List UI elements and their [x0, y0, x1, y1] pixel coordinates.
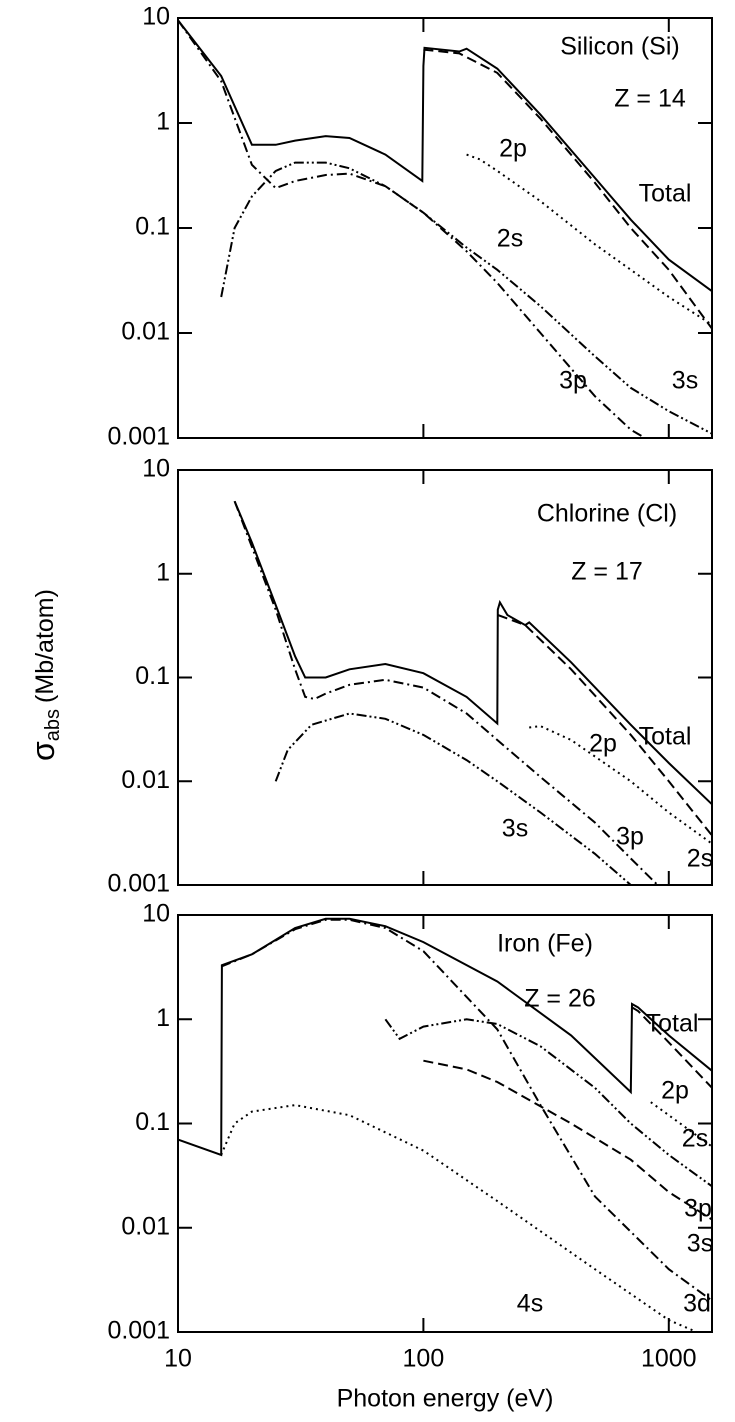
series-label: 2s — [687, 845, 713, 873]
series-label: 2s — [497, 225, 523, 253]
series-line — [233, 500, 713, 806]
series-label: 2p — [499, 135, 527, 163]
y-tick-label: 1 — [156, 1004, 170, 1032]
series-line — [529, 725, 713, 845]
series-label: 3s — [687, 1230, 713, 1258]
y-axis-label: σabs (Mb/atom) — [25, 589, 64, 761]
series-label: 3p — [684, 1195, 712, 1223]
panel-subtitle: Z = 26 — [524, 985, 596, 1013]
y-label-symbol: σ — [25, 741, 61, 761]
series-line — [220, 1104, 698, 1333]
y-label-subscript: abs — [42, 709, 64, 741]
series-label: Total — [639, 180, 692, 208]
series-line — [423, 48, 713, 330]
y-tick-label: 0.001 — [107, 870, 170, 898]
series-label: 3d — [683, 1290, 711, 1318]
panel-subtitle: Z = 17 — [571, 558, 643, 586]
y-tick-label: 10 — [142, 3, 170, 31]
series-label: Total — [646, 1010, 699, 1038]
series-label: 2p — [661, 1077, 689, 1105]
y-tick-label: 0.01 — [121, 318, 170, 346]
series-label: Total — [639, 723, 692, 751]
y-tick-label: 0.01 — [121, 766, 170, 794]
series-line — [233, 500, 659, 886]
series-line — [177, 19, 713, 293]
series-label: 2s — [682, 1125, 708, 1153]
series-line — [274, 712, 632, 886]
panel-subtitle: Z = 14 — [614, 85, 686, 113]
y-tick-label: 10 — [142, 900, 170, 928]
series-line — [497, 614, 713, 837]
series-line — [384, 1018, 713, 1188]
x-tick-label: 100 — [403, 1345, 445, 1373]
series-label: 3s — [672, 367, 698, 395]
series-line — [220, 161, 713, 435]
panel-title: Silicon (Si) — [560, 33, 679, 61]
y-tick-label: 1 — [156, 108, 170, 136]
series-label: 4s — [517, 1290, 543, 1318]
series-label: 3p — [559, 367, 587, 395]
y-tick-label: 0.001 — [107, 1317, 170, 1345]
x-axis-label: Photon energy (eV) — [337, 1385, 554, 1413]
x-tick-label: 10 — [164, 1345, 192, 1373]
series-line — [650, 1101, 713, 1148]
series-line — [631, 1006, 713, 1089]
series-line — [466, 153, 713, 326]
series-line — [177, 917, 713, 1157]
series-line — [177, 19, 646, 439]
panel-title: Chlorine (Cl) — [537, 500, 677, 528]
y-tick-label: 1 — [156, 558, 170, 586]
y-label-unit: (Mb/atom) — [31, 589, 59, 703]
y-tick-label: 0.1 — [135, 1108, 170, 1136]
panel-title: Iron (Fe) — [497, 930, 593, 958]
y-tick-label: 0.1 — [135, 213, 170, 241]
series-label: 3p — [616, 823, 644, 851]
x-tick-label: 1000 — [641, 1345, 697, 1373]
series-label: 2p — [589, 730, 617, 758]
y-tick-label: 10 — [142, 455, 170, 483]
y-tick-label: 0.1 — [135, 662, 170, 690]
series-line — [220, 918, 713, 1302]
y-tick-label: 0.01 — [121, 1212, 170, 1240]
series-label: 3s — [502, 815, 528, 843]
plot-frame — [177, 17, 713, 439]
y-tick-label: 0.001 — [107, 423, 170, 451]
